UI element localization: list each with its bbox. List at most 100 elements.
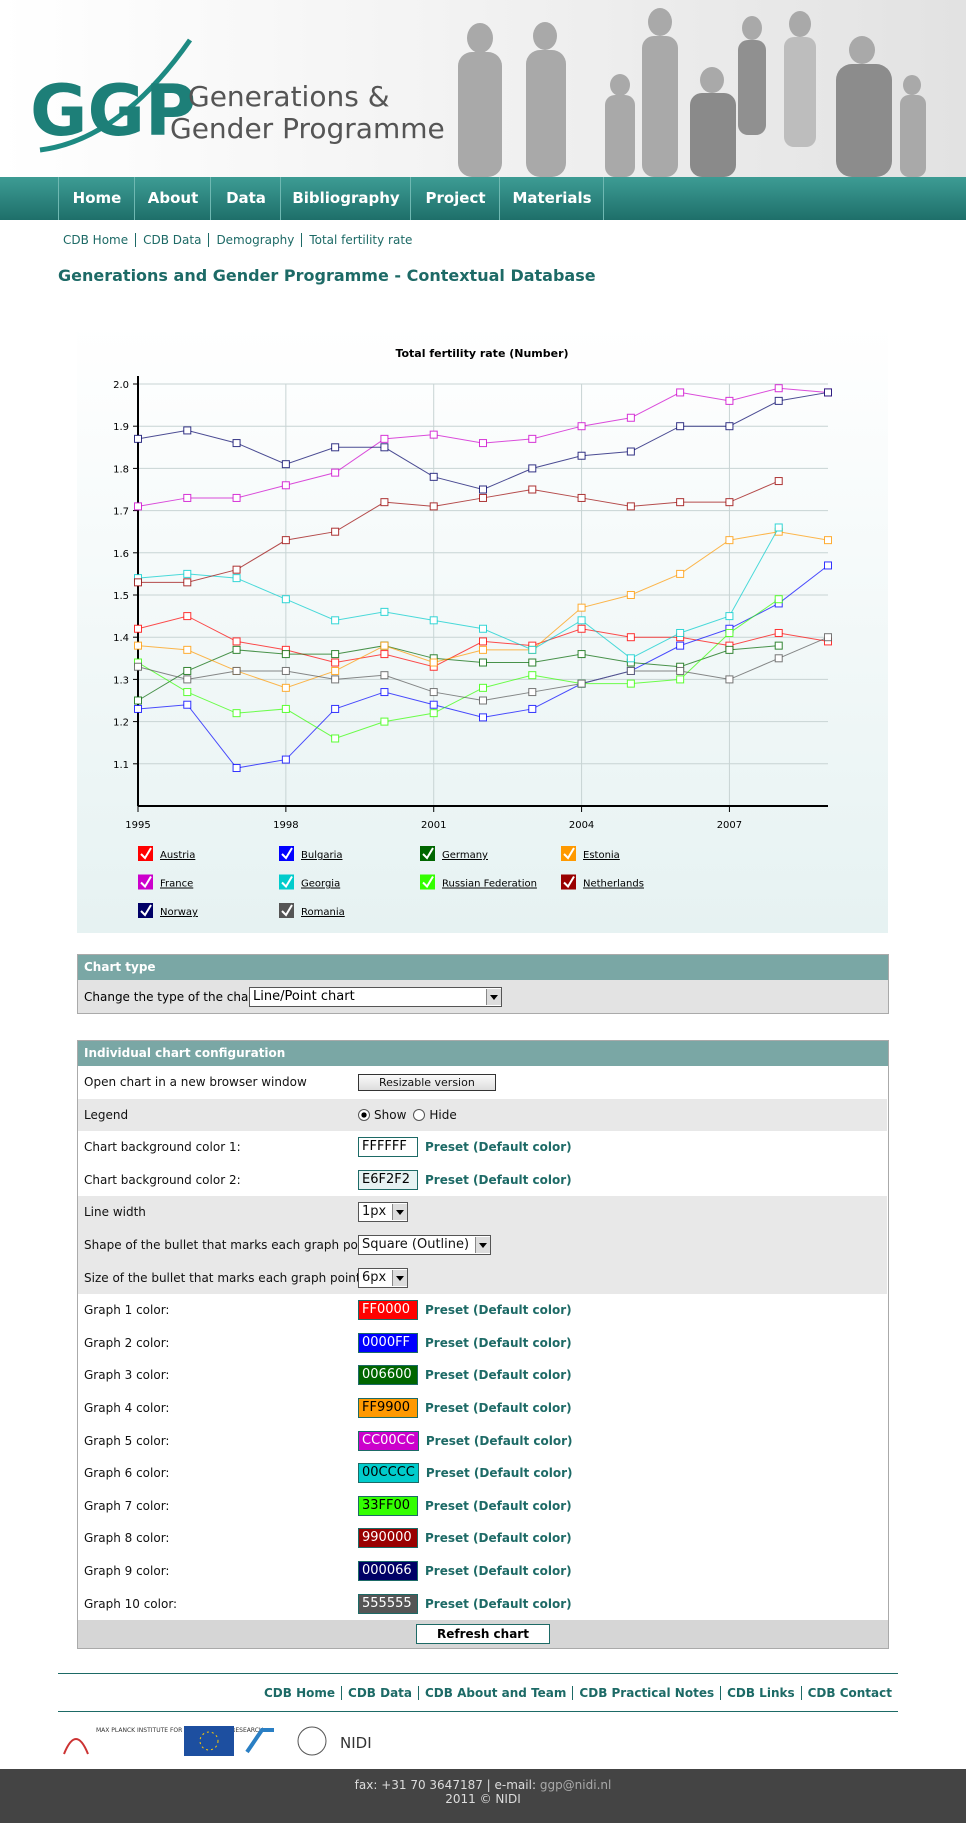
legend-item[interactable]: Austria: [138, 846, 195, 861]
breadcrumb[interactable]: CDB Home: [63, 233, 135, 247]
color-field[interactable]: 33FF00: [358, 1496, 418, 1516]
data-point: [529, 646, 536, 653]
radio-option[interactable]: Hide: [413, 1108, 456, 1122]
legend-item[interactable]: Germany: [420, 846, 488, 861]
data-point: [480, 697, 487, 704]
radio[interactable]: [358, 1109, 370, 1121]
preset-link[interactable]: Preset (Default color): [425, 1303, 572, 1317]
legend-item[interactable]: Norway: [138, 903, 198, 918]
footer-link[interactable]: CDB Links: [720, 1686, 801, 1700]
select[interactable]: 1px: [358, 1202, 408, 1222]
breadcrumb[interactable]: Total fertility rate: [301, 233, 419, 247]
legend-item[interactable]: Russian Federation: [420, 875, 537, 890]
radio-label: Show: [374, 1108, 406, 1122]
y-tick-label: 1.3: [113, 675, 129, 686]
select[interactable]: 6px: [358, 1268, 408, 1288]
select[interactable]: Square (Outline): [358, 1235, 491, 1255]
preset-link[interactable]: Preset (Default color): [425, 1368, 572, 1382]
data-point: [135, 503, 142, 510]
legend-item[interactable]: Estonia: [561, 846, 620, 861]
data-point: [184, 689, 191, 696]
nav-item[interactable]: Home: [58, 177, 135, 220]
footer-link[interactable]: CDB About and Team: [418, 1686, 572, 1700]
data-point: [480, 646, 487, 653]
color-field[interactable]: 000066: [358, 1561, 418, 1581]
data-point: [627, 634, 634, 641]
color-field[interactable]: 0000FF: [358, 1333, 418, 1353]
logos: MAX PLANCK INSTITUTE FOR DEMOGRAPHIC RES…: [62, 1722, 392, 1758]
footer-link[interactable]: CDB Home: [258, 1686, 341, 1700]
data-point: [677, 570, 684, 577]
legend-item[interactable]: Bulgaria: [279, 846, 342, 861]
data-point: [332, 528, 339, 535]
nav-item[interactable]: Data: [210, 177, 281, 220]
color-field[interactable]: 990000: [358, 1528, 418, 1548]
footer-link[interactable]: CDB Contact: [801, 1686, 898, 1700]
preset-link[interactable]: Preset (Default color): [426, 1434, 573, 1448]
legend-item[interactable]: France: [138, 875, 193, 890]
row-control: 555555 Preset (Default color): [358, 1593, 572, 1615]
nav-item[interactable]: About: [134, 177, 211, 220]
color-field[interactable]: FF9900: [358, 1398, 418, 1418]
config-row: Graph 1 color:FF0000Preset (Default colo…: [78, 1294, 887, 1327]
breadcrumbs: CDB HomeCDB DataDemographyTotal fertilit…: [63, 233, 419, 247]
color-field[interactable]: FF0000: [358, 1300, 418, 1320]
row-label: Graph 8 color:: [84, 1531, 169, 1545]
data-point: [282, 684, 289, 691]
row-label: Graph 2 color:: [84, 1336, 169, 1350]
preset-link[interactable]: Preset (Default color): [425, 1531, 572, 1545]
logo-strip: MAX PLANCK INSTITUTE FOR DEMOGRAPHIC RES…: [62, 1722, 392, 1758]
radio-option[interactable]: Show: [358, 1108, 406, 1122]
nav-item[interactable]: Project: [410, 177, 500, 220]
email-link[interactable]: ggp@nidi.nl: [540, 1778, 612, 1792]
config-row: Graph 4 color:FF9900Preset (Default colo…: [78, 1392, 887, 1425]
data-point: [726, 676, 733, 683]
data-point: [381, 718, 388, 725]
footer-bar: fax: +31 70 3647187 | e-mail: ggp@nidi.n…: [0, 1769, 966, 1823]
preset-link[interactable]: Preset (Default color): [426, 1466, 573, 1480]
radio[interactable]: [413, 1109, 425, 1121]
data-point: [627, 680, 634, 687]
data-point: [578, 604, 585, 611]
legend-item[interactable]: Romania: [279, 903, 345, 918]
nav-item[interactable]: Bibliography: [280, 177, 411, 220]
config-row: Chart background color 1:FFFFFFPreset (D…: [78, 1131, 887, 1164]
data-point: [529, 465, 536, 472]
data-point: [627, 414, 634, 421]
preset-link[interactable]: Preset (Default color): [425, 1499, 572, 1513]
color-field[interactable]: FFFFFF: [358, 1137, 418, 1157]
radio-label: Hide: [429, 1108, 456, 1122]
config-row: Graph 6 color:00CCCCPreset (Default colo…: [78, 1457, 887, 1490]
preset-link[interactable]: Preset (Default color): [425, 1140, 572, 1154]
breadcrumb[interactable]: Demography: [208, 233, 301, 247]
preset-link[interactable]: Preset (Default color): [425, 1564, 572, 1578]
footer-link[interactable]: CDB Data: [341, 1686, 418, 1700]
preset-link[interactable]: Preset (Default color): [425, 1336, 572, 1350]
preset-link[interactable]: Preset (Default color): [425, 1597, 572, 1611]
footer-link[interactable]: CDB Practical Notes: [572, 1686, 720, 1700]
data-point: [135, 705, 142, 712]
color-field[interactable]: CC00CC: [358, 1431, 419, 1451]
color-field[interactable]: 006600: [358, 1365, 418, 1385]
data-point: [381, 435, 388, 442]
y-tick-label: 1.9: [113, 422, 129, 433]
page: GGP Generations & Gender Programme HomeA…: [0, 0, 966, 1823]
preset-link[interactable]: Preset (Default color): [425, 1401, 572, 1415]
legend-item[interactable]: Georgia: [279, 875, 340, 890]
row-label: Graph 7 color:: [84, 1499, 169, 1513]
data-point: [529, 689, 536, 696]
refresh-button[interactable]: Refresh chart: [416, 1624, 550, 1644]
label: Change the type of the chart: [84, 990, 258, 1004]
breadcrumb[interactable]: CDB Data: [135, 233, 208, 247]
legend-item[interactable]: Netherlands: [561, 875, 644, 890]
preset-link[interactable]: Preset (Default color): [425, 1173, 572, 1187]
row-control: 33FF00 Preset (Default color): [358, 1495, 572, 1517]
color-field[interactable]: 00CCCC: [358, 1463, 419, 1483]
button[interactable]: Resizable version: [358, 1074, 496, 1091]
row-label: Line width: [84, 1205, 146, 1219]
chart-type-select[interactable]: Line/Point chart: [249, 987, 502, 1007]
nav-item[interactable]: Materials: [499, 177, 604, 220]
color-field[interactable]: E6F2F2: [358, 1170, 418, 1190]
color-field[interactable]: 555555: [358, 1594, 418, 1614]
